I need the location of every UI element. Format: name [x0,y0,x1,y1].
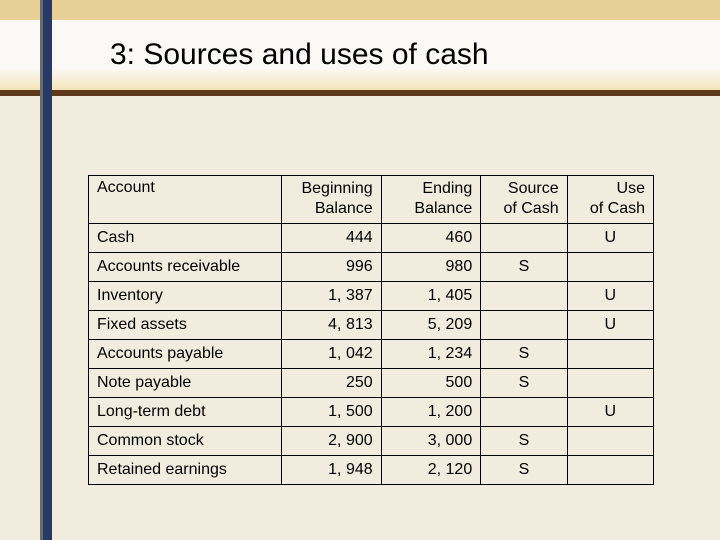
cell-use: U [567,311,653,340]
cell-source: S [481,340,567,369]
cell-account: Fixed assets [89,311,282,340]
cell-source: S [481,253,567,282]
title-divider [0,90,720,96]
cell-use: U [567,398,653,427]
cell-begin: 1, 948 [282,456,382,485]
cell-account: Long-term debt [89,398,282,427]
table-row: Common stock2, 9003, 000S [89,427,654,456]
cell-source [481,311,567,340]
cell-end: 1, 405 [381,282,481,311]
cell-account: Accounts receivable [89,253,282,282]
cell-end: 3, 000 [381,427,481,456]
table-row: Fixed assets4, 8135, 209 U [89,311,654,340]
col-header-ending-l1: Ending [390,179,473,199]
cell-end: 5, 209 [381,311,481,340]
cash-table: Account Beginning Balance Ending Balance… [88,175,654,485]
table-row: Accounts receivable996980S [89,253,654,282]
cell-end: 460 [381,224,481,253]
cell-begin: 4, 813 [282,311,382,340]
cell-end: 1, 200 [381,398,481,427]
cell-begin: 1, 500 [282,398,382,427]
col-header-ending-l2: Balance [390,199,473,219]
cell-source: S [481,369,567,398]
cell-account: Note payable [89,369,282,398]
cell-source [481,282,567,311]
table-row: Accounts payable1, 0421, 234S [89,340,654,369]
cell-account: Accounts payable [89,340,282,369]
col-header-account: Account [89,176,282,224]
cell-end: 2, 120 [381,456,481,485]
top-accent-band [0,0,720,20]
table-row: Cash444460 U [89,224,654,253]
col-header-beginning-l1: Beginning [290,179,373,199]
cell-account: Inventory [89,282,282,311]
cell-use: U [567,282,653,311]
title-band: 3: Sources and uses of cash [0,20,720,90]
table-row: Note payable250500S [89,369,654,398]
table-row: Retained earnings1, 9482, 120S [89,456,654,485]
cell-begin: 250 [282,369,382,398]
cell-begin: 1, 387 [282,282,382,311]
cell-use [567,253,653,282]
col-header-use-l2: of Cash [576,199,645,219]
cell-begin: 1, 042 [282,340,382,369]
left-rail [40,0,52,540]
col-header-source-l1: Source [489,179,558,199]
table-row: Inventory1, 3871, 405 U [89,282,654,311]
col-header-beginning: Beginning Balance [282,176,382,224]
cell-account: Cash [89,224,282,253]
cell-use: U [567,224,653,253]
cell-account: Retained earnings [89,456,282,485]
cell-source: S [481,427,567,456]
cell-account: Common stock [89,427,282,456]
cell-use [567,369,653,398]
cell-source [481,398,567,427]
col-header-use-l1: Use [576,179,645,199]
cell-begin: 2, 900 [282,427,382,456]
cell-begin: 996 [282,253,382,282]
cash-table-container: Account Beginning Balance Ending Balance… [88,175,654,485]
col-header-ending: Ending Balance [381,176,481,224]
cell-end: 980 [381,253,481,282]
table-row: Long-term debt1, 5001, 200 U [89,398,654,427]
col-header-source: Source of Cash [481,176,567,224]
cell-end: 1, 234 [381,340,481,369]
col-header-source-l2: of Cash [489,199,558,219]
cell-source [481,224,567,253]
col-header-beginning-l2: Balance [290,199,373,219]
table-header-row: Account Beginning Balance Ending Balance… [89,176,654,224]
cell-use [567,456,653,485]
col-header-account-label: Account [97,179,155,196]
cell-source: S [481,456,567,485]
cell-begin: 444 [282,224,382,253]
col-header-use: Use of Cash [567,176,653,224]
cell-end: 500 [381,369,481,398]
cell-use [567,427,653,456]
page-title: 3: Sources and uses of cash [110,38,489,72]
cell-use [567,340,653,369]
